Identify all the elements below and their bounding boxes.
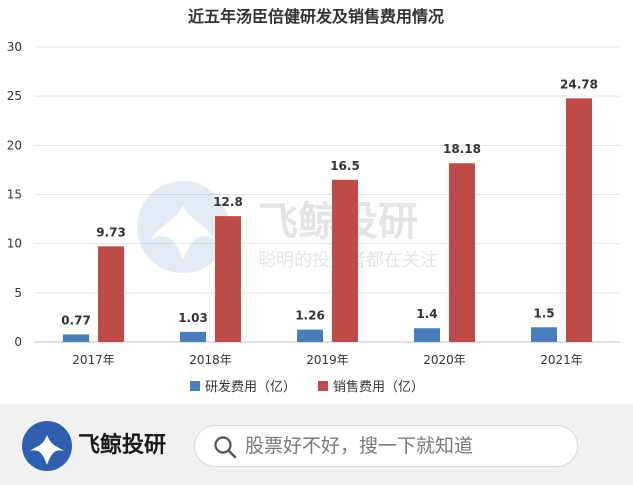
bar-series-2 (215, 216, 241, 342)
bar-series-2 (98, 246, 124, 342)
watermark-logo-icon (137, 181, 229, 273)
data-label: 1.03 (178, 311, 208, 325)
x-tick-label: 2017年 (72, 353, 115, 367)
legend-label: 研发费用（亿） (205, 379, 296, 395)
x-tick-label: 2021年 (540, 353, 583, 367)
x-tick-label: 2018年 (189, 353, 232, 367)
bar-series-1 (63, 334, 89, 342)
data-label: 9.73 (96, 225, 126, 239)
y-tick-label: 30 (7, 40, 22, 54)
x-axis: 2017年 2018年 2019年 2020年 2021年 (72, 353, 583, 367)
search-input[interactable]: 股票好不好，搜一下就知道 (194, 425, 578, 467)
y-tick-label: 10 (7, 237, 22, 251)
data-label: 0.77 (61, 313, 91, 327)
data-label: 1.4 (416, 307, 437, 321)
legend: 研发费用（亿） 销售费用（亿） (190, 379, 424, 395)
data-label: 16.5 (330, 159, 360, 173)
chart: 近五年汤臣倍健研发及销售费用情况 飞鲸投研 聪明的投资者都在关注 0.779.7… (6, 7, 620, 395)
bar-series-2 (566, 98, 592, 342)
legend-swatch (318, 381, 328, 391)
whale-logo-icon (22, 421, 72, 471)
x-tick-label: 2020年 (423, 353, 466, 367)
footer-bar: 飞鲸投研 股票好不好，搜一下就知道 (0, 404, 633, 485)
footer-brand: 飞鲸投研 (78, 433, 167, 458)
y-axis: 0 5 10 15 20 25 30 (7, 40, 22, 349)
y-tick-label: 15 (7, 188, 22, 202)
x-tick-label: 2019年 (306, 353, 349, 367)
grid (35, 46, 620, 343)
bar-series-1 (297, 329, 323, 342)
chart-title: 近五年汤臣倍健研发及销售费用情况 (188, 7, 444, 26)
bar-series-1 (180, 331, 206, 342)
y-tick-label: 5 (14, 286, 22, 300)
data-label: 18.18 (443, 142, 481, 156)
y-tick-label: 25 (7, 89, 22, 103)
bars (63, 98, 592, 342)
search-placeholder: 股票好不好，搜一下就知道 (245, 435, 474, 457)
data-labels: 0.77 9.73 1.03 12.8 1.26 16.5 1.4 18.18 1.5 24.78 (61, 77, 598, 327)
bar-series-1 (414, 328, 440, 342)
data-label: 24.78 (560, 77, 598, 91)
search-icon[interactable] (213, 435, 237, 459)
legend-label: 销售费用（亿） (333, 379, 424, 395)
data-label: 1.5 (533, 306, 554, 320)
data-label: 12.8 (213, 195, 243, 209)
bar-series-2 (449, 163, 475, 342)
bar-series-1 (531, 327, 557, 342)
data-label: 1.26 (295, 309, 325, 323)
y-tick-label: 20 (7, 138, 22, 152)
y-tick-label: 0 (14, 335, 22, 349)
legend-swatch (190, 381, 200, 391)
bar-series-2 (332, 179, 358, 342)
